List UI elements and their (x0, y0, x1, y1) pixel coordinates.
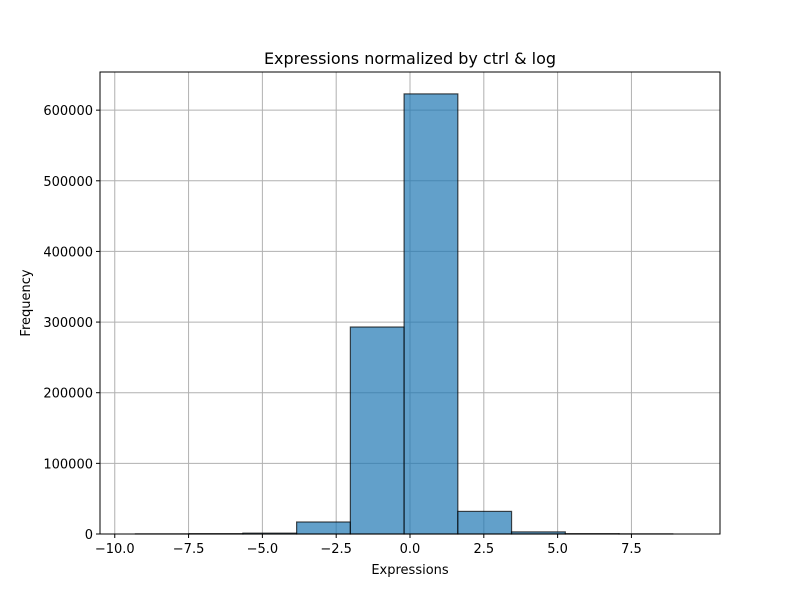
y-tick-label-5: 500000 (43, 175, 93, 190)
histogram-bar-4 (350, 327, 404, 534)
y-axis-label: Frequency (19, 269, 34, 336)
x-tick-label-0: −10.0 (95, 542, 135, 557)
x-tick-label-7: 7.5 (621, 542, 642, 557)
x-tick-label-2: −5.0 (247, 542, 279, 557)
y-tick-label-3: 300000 (43, 316, 93, 331)
x-tick-label-6: 5.0 (547, 542, 568, 557)
chart-title: Expressions normalized by ctrl & log (264, 49, 556, 68)
histogram-bar-3 (297, 522, 351, 534)
x-tick-label-4: 0.0 (400, 542, 421, 557)
histogram-bar-5 (404, 94, 458, 534)
x-tick-label-1: −7.5 (173, 542, 205, 557)
x-axis-label: Expressions (371, 563, 449, 578)
y-tick-label-4: 400000 (43, 245, 93, 260)
histogram-bar-6 (458, 511, 512, 534)
y-tick-label-0: 0 (85, 528, 93, 543)
y-tick-label-6: 600000 (43, 104, 93, 119)
y-tick-label-2: 200000 (43, 387, 93, 402)
y-tick-label-1: 100000 (43, 457, 93, 472)
x-tick-label-5: 2.5 (473, 542, 494, 557)
x-tick-label-3: −2.5 (320, 542, 352, 557)
